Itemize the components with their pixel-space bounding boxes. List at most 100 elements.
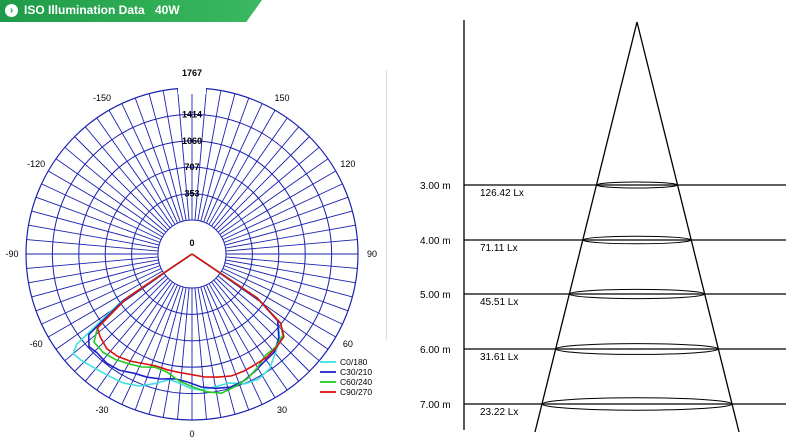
- spoke: [225, 239, 358, 252]
- lux-label: 126.42 Lx: [480, 188, 524, 199]
- level-row: 5.00 m 45.51 Lx: [420, 288, 786, 308]
- angle-label: 150: [274, 93, 289, 103]
- spoke: [41, 267, 162, 325]
- spoke: [134, 285, 181, 411]
- angle-label: 60: [343, 339, 353, 349]
- spoke: [225, 224, 356, 249]
- spoke: [28, 224, 159, 249]
- spoke: [205, 103, 263, 224]
- lux-label: 31.61 Lx: [480, 352, 518, 363]
- spoke: [208, 283, 276, 398]
- light-ellipse: [582, 235, 692, 245]
- spoke: [96, 281, 173, 391]
- spoke: [35, 265, 161, 312]
- power-label: 40W: [155, 3, 180, 17]
- spoke: [148, 286, 184, 415]
- spoke: [215, 136, 310, 231]
- spoke: [96, 117, 173, 227]
- spoke: [205, 284, 263, 405]
- angle-label: 30: [277, 405, 287, 415]
- level-row: 4.00 m 71.11 Lx: [420, 235, 786, 254]
- angle-label: -120: [27, 159, 45, 169]
- spoke: [211, 281, 288, 391]
- spoke: [194, 88, 207, 221]
- spoke: [84, 126, 171, 229]
- light-ellipse: [568, 288, 706, 300]
- angle-label: 120: [340, 159, 355, 169]
- spoke: [121, 103, 179, 224]
- spoke: [162, 90, 187, 221]
- light-ellipse: [595, 181, 679, 189]
- light-ellipse: [541, 397, 733, 411]
- lux-label: 23.22 Lx: [480, 407, 518, 418]
- spoke: [35, 196, 161, 243]
- spoke: [222, 267, 343, 325]
- spoke: [197, 287, 222, 418]
- spoke: [74, 136, 169, 231]
- spoke: [48, 170, 163, 238]
- spoke: [213, 279, 300, 382]
- angle-label: 1767: [182, 68, 202, 78]
- label-mask: [178, 82, 206, 94]
- spoke: [224, 210, 353, 246]
- radial-tick-label: 707: [184, 162, 199, 172]
- spoke: [203, 285, 250, 411]
- polar-grid: [25, 87, 359, 421]
- series-line-3: [93, 253, 284, 395]
- spoke: [26, 239, 159, 252]
- angle-label: -30: [95, 405, 108, 415]
- level-row: 6.00 m 31.61 Lx: [420, 343, 786, 363]
- spoke: [225, 259, 356, 284]
- spoke: [200, 286, 236, 415]
- spoke: [48, 270, 163, 338]
- angle-label: 90: [367, 249, 377, 259]
- spoke: [223, 265, 349, 312]
- angle-label: -150: [93, 93, 111, 103]
- spoke: [108, 283, 176, 398]
- spoke: [162, 287, 187, 418]
- spoke: [74, 277, 169, 372]
- spoke: [148, 93, 184, 222]
- height-label: 3.00 m: [420, 181, 451, 192]
- spoke: [224, 262, 353, 298]
- light-ellipse: [555, 343, 719, 355]
- spoke: [203, 97, 250, 223]
- spoke: [217, 275, 320, 362]
- legend-label: C0/180: [340, 357, 368, 367]
- series-line-4: [96, 253, 285, 378]
- level-row: 7.00 m 23.22 Lx: [420, 397, 786, 418]
- spoke: [64, 146, 167, 233]
- angle-label: -60: [30, 339, 43, 349]
- legend-label: C90/270: [340, 387, 372, 397]
- spoke: [177, 287, 190, 420]
- spoke: [108, 110, 176, 225]
- radial-tick-label: 0: [189, 238, 194, 248]
- spoke: [177, 88, 190, 221]
- spoke: [225, 256, 358, 269]
- height-label: 6.00 m: [420, 345, 451, 356]
- spoke: [222, 183, 343, 241]
- spoke: [215, 277, 310, 372]
- header-banner: › ISO Illumination Data 40W: [0, 0, 262, 22]
- spoke: [208, 110, 276, 225]
- spoke: [219, 273, 329, 350]
- spoke: [31, 210, 160, 246]
- page-title: ISO Illumination Data: [24, 3, 145, 17]
- spoke: [217, 146, 320, 233]
- spoke: [221, 170, 336, 238]
- spoke: [219, 158, 329, 235]
- spoke: [55, 158, 165, 235]
- spoke: [64, 275, 167, 362]
- spoke: [223, 196, 349, 243]
- radial-tick-label: 353: [184, 189, 199, 199]
- angle-label: -90: [5, 249, 18, 259]
- spoke: [31, 262, 160, 298]
- spoke: [26, 256, 159, 269]
- cone-right-edge: [636, 21, 740, 433]
- spoke: [197, 90, 222, 221]
- spoke: [213, 126, 300, 229]
- legend-label: C30/210: [340, 367, 372, 377]
- series-line-1: [72, 253, 281, 391]
